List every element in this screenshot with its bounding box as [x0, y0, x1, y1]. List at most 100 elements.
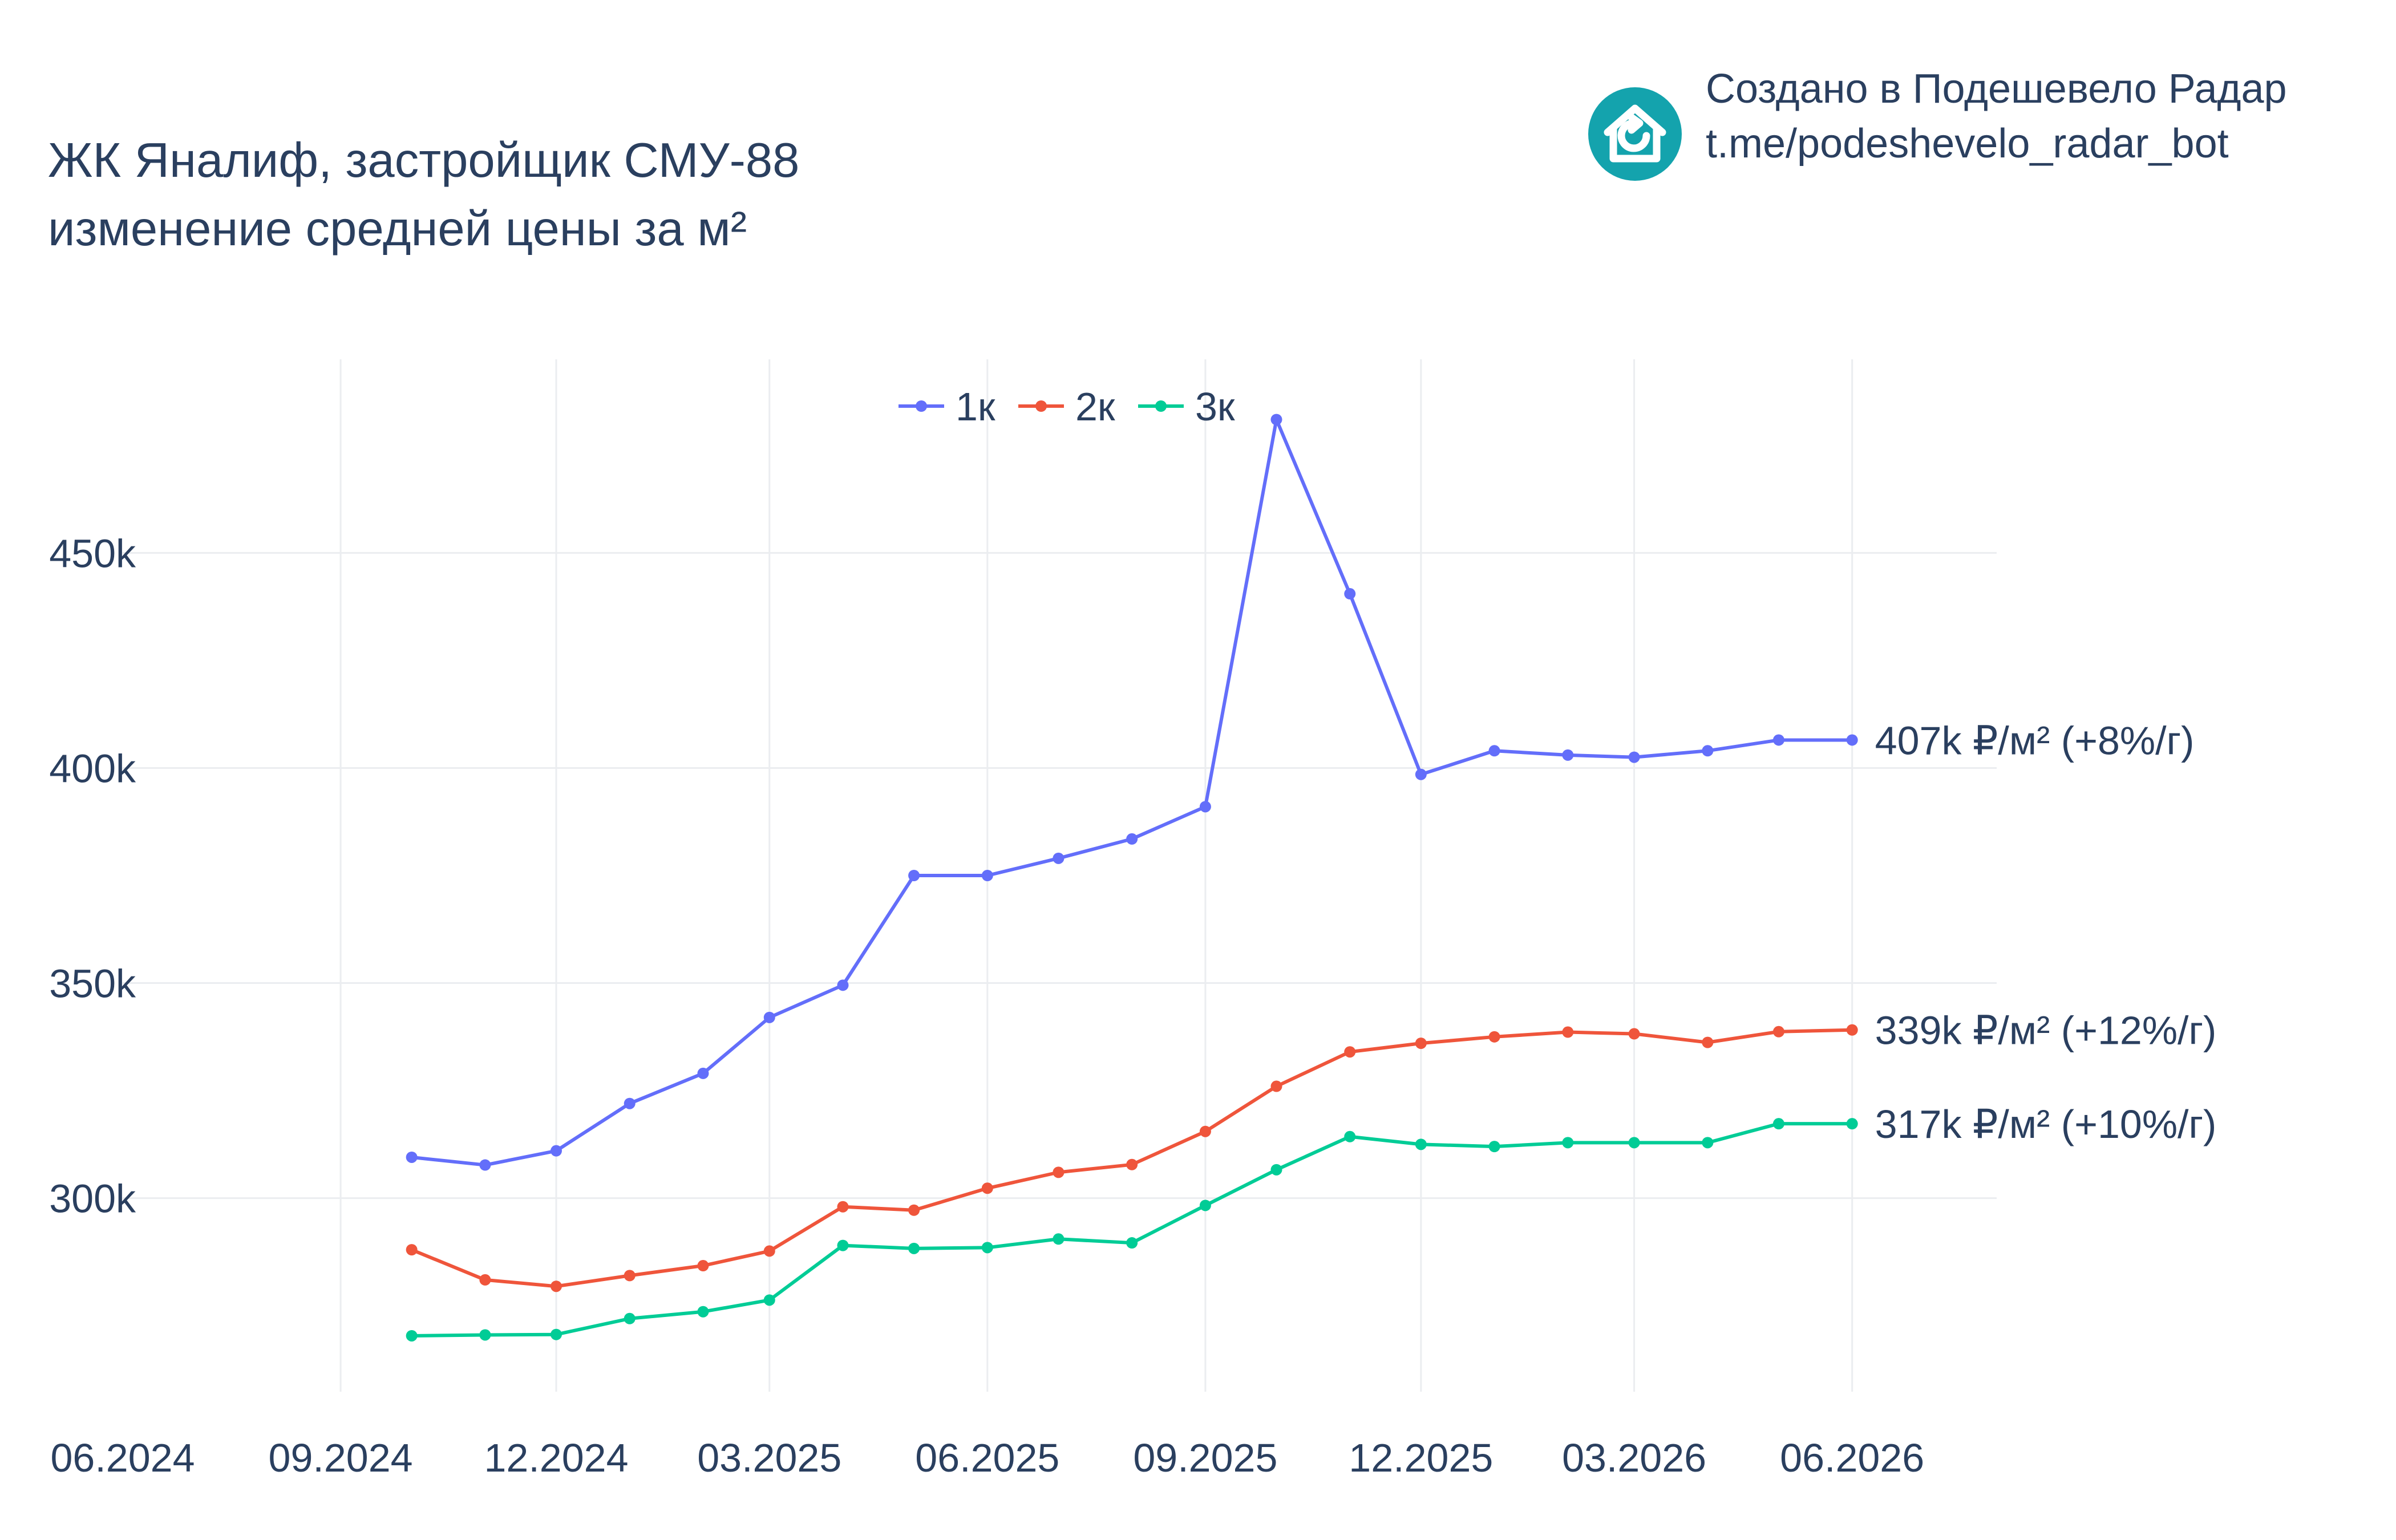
- data-point[interactable]: [1053, 852, 1065, 864]
- data-point[interactable]: [624, 1270, 636, 1282]
- data-point[interactable]: [1772, 1026, 1784, 1038]
- y-tick-label: 450k: [49, 531, 136, 576]
- data-point[interactable]: [1344, 588, 1356, 600]
- y-tick-label: 400k: [49, 746, 136, 791]
- data-point[interactable]: [479, 1274, 491, 1286]
- data-point[interactable]: [1126, 1237, 1138, 1249]
- data-point[interactable]: [908, 1242, 920, 1254]
- data-point[interactable]: [837, 979, 849, 991]
- data-point[interactable]: [1126, 1158, 1138, 1170]
- y-gridlines: [123, 552, 1997, 1199]
- data-point[interactable]: [1199, 801, 1211, 813]
- credit-line-2: t.me/podeshevelo_radar_bot: [1706, 121, 2229, 167]
- data-point[interactable]: [550, 1145, 562, 1157]
- data-point[interactable]: [1562, 1137, 1574, 1149]
- data-point[interactable]: [1053, 1233, 1065, 1245]
- series-end-labels: 407k ₽/м² (+8%/г) 339k ₽/м² (+12%/г) 317k …: [1875, 718, 2217, 1146]
- data-point[interactable]: [1562, 1026, 1574, 1038]
- data-point[interactable]: [837, 1201, 849, 1213]
- data-point[interactable]: [981, 1242, 993, 1254]
- data-point[interactable]: [1053, 1166, 1065, 1178]
- data-point[interactable]: [1344, 1046, 1356, 1058]
- data-point[interactable]: [763, 1294, 775, 1306]
- x-tick-label: 09.2024: [269, 1436, 413, 1480]
- data-point[interactable]: [1415, 768, 1427, 780]
- data-point[interactable]: [837, 1239, 849, 1251]
- x-tick-label: 06.2025: [915, 1436, 1059, 1480]
- legend-marker: [1155, 400, 1167, 412]
- data-point[interactable]: [406, 1330, 418, 1342]
- data-point[interactable]: [624, 1097, 636, 1109]
- x-tick-label: 06.2026: [1780, 1436, 1924, 1480]
- chart-title-line-2: изменение средней цены за м²: [48, 202, 747, 256]
- data-point[interactable]: [1628, 1028, 1640, 1040]
- data-point[interactable]: [406, 1244, 418, 1256]
- data-point[interactable]: [1344, 1130, 1356, 1142]
- legend-label: 2к: [1075, 384, 1115, 429]
- data-point[interactable]: [550, 1328, 562, 1340]
- data-point[interactable]: [1772, 1118, 1784, 1130]
- data-point[interactable]: [908, 1204, 920, 1216]
- y-tick-label: 300k: [49, 1177, 136, 1221]
- data-point[interactable]: [406, 1151, 418, 1163]
- data-point[interactable]: [1415, 1138, 1427, 1150]
- data-point[interactable]: [479, 1159, 491, 1171]
- x-tick-label: 12.2025: [1349, 1436, 1493, 1480]
- data-point[interactable]: [624, 1312, 636, 1324]
- data-point[interactable]: [1628, 751, 1640, 763]
- data-point[interactable]: [697, 1306, 709, 1318]
- data-point[interactable]: [1846, 734, 1858, 746]
- data-point[interactable]: [479, 1329, 491, 1341]
- data-point[interactable]: [697, 1260, 709, 1272]
- x-gridlines: [339, 359, 1853, 1392]
- data-point[interactable]: [1488, 1141, 1500, 1153]
- data-point[interactable]: [1415, 1038, 1427, 1049]
- house-refresh-icon: [1604, 104, 1666, 163]
- data-point[interactable]: [1488, 745, 1500, 757]
- data-point[interactable]: [1488, 1031, 1500, 1043]
- data-point[interactable]: [1562, 749, 1574, 761]
- data-point[interactable]: [1270, 414, 1282, 425]
- y-axis-tick-labels: 300k 350k 400k 450k: [49, 531, 136, 1221]
- series-2к: [406, 1024, 1858, 1292]
- data-point[interactable]: [697, 1067, 709, 1079]
- data-point[interactable]: [1702, 1036, 1714, 1048]
- legend-item[interactable]: 2к: [1018, 384, 1115, 429]
- series-layer: [406, 414, 1858, 1342]
- data-point[interactable]: [981, 870, 993, 881]
- data-point[interactable]: [1702, 1137, 1714, 1149]
- data-point[interactable]: [550, 1280, 562, 1292]
- data-point[interactable]: [1628, 1137, 1640, 1149]
- legend-item[interactable]: 3к: [1138, 384, 1235, 429]
- credit-logo[interactable]: [1588, 87, 1682, 181]
- legend-label: 3к: [1195, 384, 1235, 429]
- data-point[interactable]: [1702, 745, 1714, 757]
- legend[interactable]: 1к 2к 3к: [898, 384, 1235, 429]
- data-point[interactable]: [981, 1182, 993, 1194]
- data-point[interactable]: [1846, 1118, 1858, 1130]
- data-point[interactable]: [1772, 734, 1784, 746]
- data-point[interactable]: [1199, 1125, 1211, 1137]
- data-point[interactable]: [1126, 833, 1138, 845]
- x-tick-label: 12.2024: [484, 1436, 628, 1480]
- legend-marker: [916, 400, 927, 412]
- x-tick-label: 09.2025: [1133, 1436, 1277, 1480]
- data-point[interactable]: [763, 1011, 775, 1023]
- chart-title-line-1: ЖК Яналиф, застройщик СМУ-88: [48, 133, 799, 188]
- legend-item[interactable]: 1к: [898, 384, 995, 429]
- data-point[interactable]: [763, 1245, 775, 1257]
- data-point[interactable]: [1270, 1080, 1282, 1092]
- series-1к: [406, 414, 1858, 1171]
- data-point[interactable]: [1199, 1199, 1211, 1211]
- series-end-label: 407k ₽/м² (+8%/г): [1875, 718, 2195, 763]
- series-end-label: 317k ₽/м² (+10%/г): [1875, 1102, 2217, 1146]
- series-end-label: 339k ₽/м² (+12%/г): [1875, 1008, 2217, 1053]
- series-3к: [406, 1118, 1858, 1342]
- data-point[interactable]: [1846, 1024, 1858, 1036]
- data-point[interactable]: [908, 870, 920, 881]
- series-line: [411, 418, 1852, 1167]
- y-tick-label: 350k: [49, 962, 136, 1006]
- data-point[interactable]: [1270, 1164, 1282, 1176]
- logo-circle: [1588, 87, 1682, 181]
